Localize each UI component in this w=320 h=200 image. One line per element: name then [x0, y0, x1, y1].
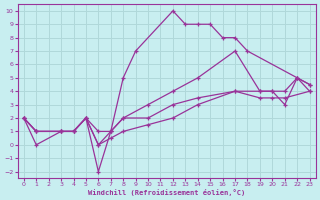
X-axis label: Windchill (Refroidissement éolien,°C): Windchill (Refroidissement éolien,°C) [88, 189, 245, 196]
